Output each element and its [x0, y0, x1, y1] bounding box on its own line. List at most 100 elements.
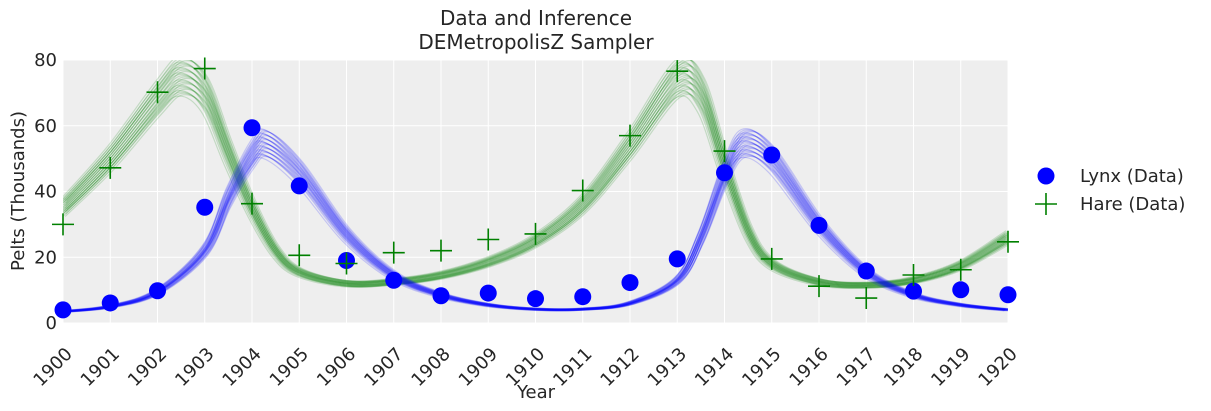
- hare-data-point: [902, 264, 925, 287]
- lynx-data-point: [385, 271, 403, 289]
- x-tick-label: 1909: [455, 344, 502, 391]
- hare-posterior-curve: [66, 60, 1008, 284]
- x-axis-label: Year: [516, 382, 556, 403]
- hare-data-point: [666, 60, 689, 83]
- legend-lynx-marker: [1037, 167, 1055, 185]
- legend-label: Lynx (Data): [1080, 166, 1184, 187]
- hare-posterior-curve: [63, 66, 1006, 285]
- lynx-data-point: [952, 281, 970, 299]
- hare-data-point: [99, 156, 122, 179]
- hare-posterior-curve: [63, 62, 1008, 284]
- hare-data-point: [949, 258, 972, 281]
- lynx-data-point: [905, 282, 922, 300]
- x-tick-label: 1919: [927, 344, 974, 391]
- x-tick-label: 1912: [596, 344, 643, 391]
- hare-data-point: [760, 247, 783, 270]
- y-tick-labels: 0 20 40 60 80: [34, 50, 57, 334]
- lynx-data-point: [574, 288, 592, 306]
- x-tick-label: 1918: [880, 344, 927, 391]
- lynx-data-point: [716, 164, 733, 182]
- hare-data-point: [430, 239, 452, 262]
- hare-posterior-curve: [65, 88, 1008, 288]
- y-tick-label: 80: [34, 50, 57, 71]
- hare-data-point: [524, 222, 547, 245]
- legend: Lynx (Data) Hare (Data): [1035, 166, 1185, 215]
- hare-posterior-curve: [63, 89, 1005, 289]
- lynx-data-point: [857, 262, 875, 280]
- y-tick-label: 60: [34, 116, 57, 137]
- hare-data-point: [382, 241, 405, 264]
- hare-data-point: [241, 192, 263, 215]
- hare-posterior-curve: [63, 74, 1008, 286]
- x-tick-label: 1915: [738, 344, 785, 391]
- y-tick-label: 20: [34, 247, 57, 268]
- lynx-data-point: [54, 301, 72, 319]
- hare-posterior-curve: [63, 81, 1008, 287]
- hare-posterior-curve: [65, 65, 1008, 285]
- hare-posterior-curve: [63, 87, 1008, 288]
- lynx-data-point: [763, 146, 781, 164]
- hare-posterior-curve: [63, 95, 1005, 289]
- x-tick-label: 1907: [360, 344, 407, 391]
- lynx-data-point: [810, 216, 828, 234]
- lynx-data-point: [149, 282, 166, 300]
- x-tick-label: 1901: [77, 344, 124, 391]
- hare-data-point: [193, 57, 216, 80]
- y-tick-label: 40: [34, 182, 57, 203]
- data-points: [52, 57, 1019, 319]
- hare-posterior-curve: [63, 61, 1006, 284]
- hare-data-point: [335, 252, 358, 275]
- hare-data-point: [855, 287, 878, 310]
- hare-posterior-curve: [63, 91, 1007, 289]
- hare-data-point: [52, 213, 74, 236]
- y-tick-label: 0: [46, 313, 57, 334]
- x-tick-label: 1908: [407, 344, 454, 391]
- hare-data-point: [477, 228, 500, 251]
- x-tick-label: 1911: [549, 344, 596, 391]
- lynx-data-point: [101, 294, 119, 312]
- hare-posterior-curve: [63, 63, 1008, 285]
- hare-posterior-curve: [65, 82, 1008, 288]
- hare-posterior-curve: [63, 73, 1007, 286]
- posterior-curves: [63, 60, 1008, 313]
- hare-data-point: [619, 124, 641, 147]
- hare-posterior-curve: [63, 80, 1008, 287]
- hare-posterior-curve: [64, 93, 1008, 289]
- lynx-posterior-curve: [63, 128, 1007, 312]
- hare-posterior-curve: [63, 92, 1008, 289]
- x-tick-label: 1903: [171, 344, 218, 391]
- hare-data-point: [808, 275, 830, 298]
- lynx-data-point: [432, 287, 450, 305]
- hare-posterior-curve: [63, 60, 1007, 283]
- hare-posterior-curve: [63, 72, 1005, 286]
- x-tick-label: 1900: [29, 344, 76, 391]
- x-tick-label: 1902: [124, 344, 171, 391]
- x-tick-label: 1906: [313, 344, 360, 391]
- hare-data-point: [713, 140, 736, 163]
- x-tick-label: 1905: [266, 344, 313, 391]
- lynx-data-point: [999, 286, 1017, 304]
- x-tick-label: 1913: [644, 344, 691, 391]
- hare-data-point: [571, 179, 594, 202]
- hare-posterior-curve: [63, 85, 1008, 288]
- hare-posterior-curve: [66, 77, 1008, 287]
- hare-posterior-curve: [63, 67, 1008, 285]
- hare-posterior-curve: [63, 69, 1008, 285]
- legend-label: Hare (Data): [1080, 194, 1185, 215]
- hare-posterior-curve: [63, 84, 1006, 288]
- lynx-data-point: [479, 284, 497, 302]
- lynx-data-point: [621, 274, 639, 292]
- hare-data-point: [997, 230, 1019, 253]
- hare-posterior-curve: [64, 76, 1008, 287]
- lynx-data-point: [196, 198, 214, 216]
- hare-posterior-curve: [64, 60, 1008, 284]
- lynx-data-point: [527, 290, 544, 308]
- hare-data-point: [146, 81, 169, 104]
- y-axis-label: Pelts (Thousands): [8, 111, 29, 271]
- x-tick-label: 1914: [691, 344, 738, 391]
- x-tick-label: 1916: [785, 344, 832, 391]
- x-tick-label: 1904: [218, 344, 265, 391]
- hare-posterior-curve: [65, 70, 1008, 286]
- legend-hare-marker: [1035, 193, 1057, 215]
